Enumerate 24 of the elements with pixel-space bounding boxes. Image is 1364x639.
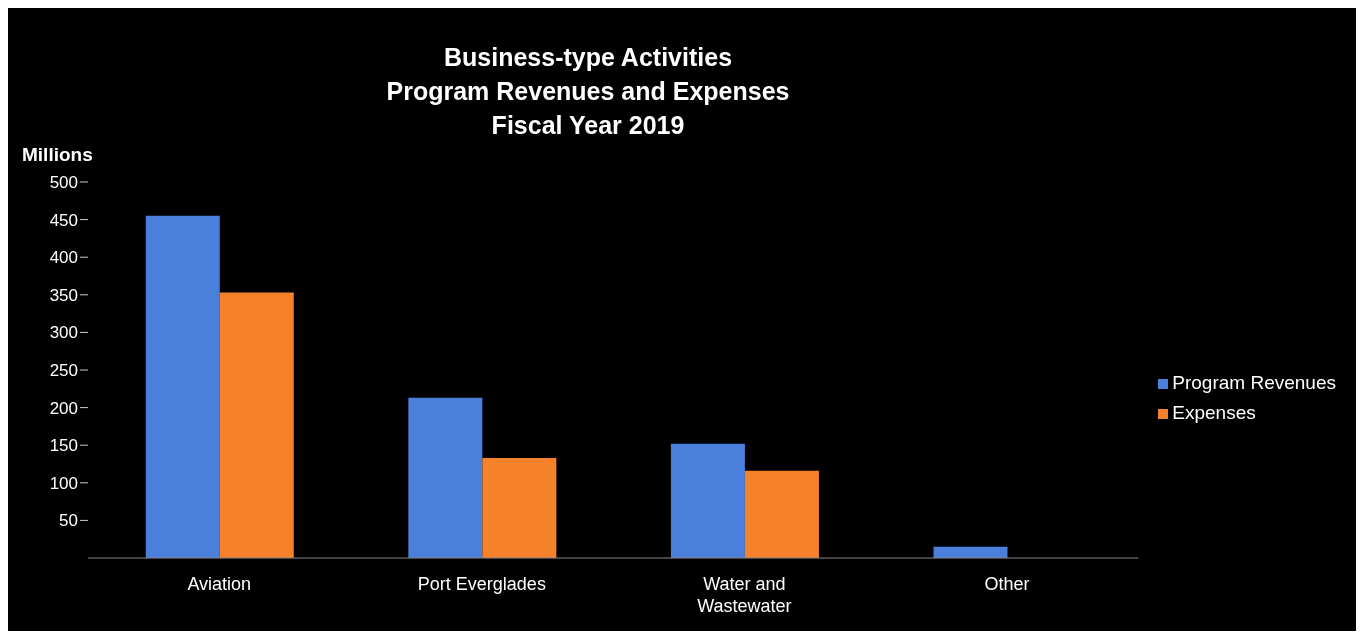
y-tick-label: 250 [49,361,78,381]
x-tick-label: Water and Wastewater [697,574,792,616]
bar [670,443,745,558]
x-tick-label: Port Everglades [417,574,546,594]
y-tick-label: 500 [49,173,78,193]
y-tick-label: 100 [49,473,78,493]
x-tick-label: Aviation [187,574,252,594]
bar [408,397,483,558]
legend-label: Expenses [1172,402,1256,423]
bar [744,470,819,558]
legend-label: Program Revenues [1172,372,1336,393]
y-tick-label: 300 [49,323,78,343]
x-tick-label: Other [984,574,1030,594]
bar [219,292,294,558]
bar [482,457,557,558]
y-tick-label: 400 [49,248,78,268]
y-tick-label: 350 [49,285,78,305]
y-tick-label: 150 [49,436,78,456]
y-tick-label: 450 [49,210,78,230]
y-axis-title: Millions [22,144,93,166]
chart-title: Business-type Activities Program Revenues and Expenses Fiscal Year 2019 [385,42,791,141]
y-tick-label: 50 [59,511,78,531]
y-tick-label: 200 [49,398,78,418]
bar [145,215,220,558]
